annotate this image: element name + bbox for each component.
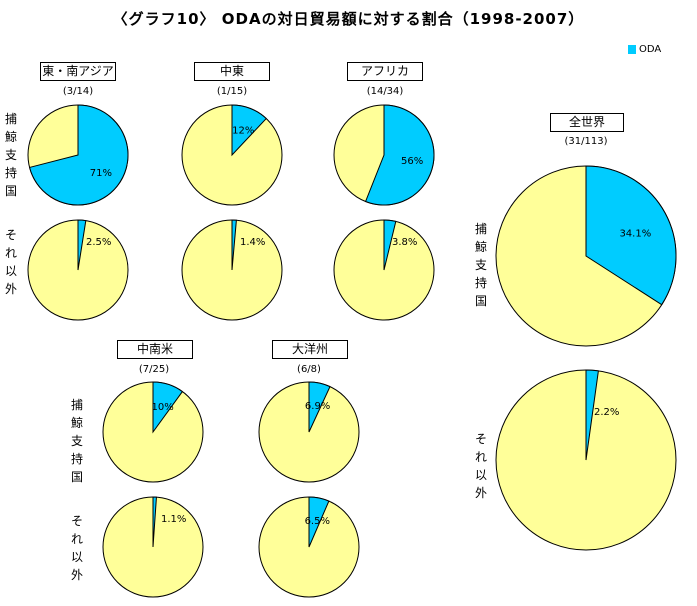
group-title-middle-east: 中東	[194, 62, 270, 81]
pie-whaling-oda-slice	[585, 165, 677, 306]
pie-whaling-data-label: 34.1%	[619, 228, 651, 239]
row-label-whaling: 捕鯨支持国	[474, 222, 487, 308]
pie-whaling-data-label: 12%	[232, 125, 254, 136]
pie-whaling-data-label: 56%	[401, 156, 423, 167]
pie-other-data-label: 2.5%	[86, 237, 111, 248]
pie-other-data-label: 6.5%	[305, 516, 330, 527]
row-label-other: それ以外	[474, 432, 487, 500]
row-label-other: それ以外	[4, 228, 17, 296]
group-title-oceania: 大洋州	[272, 340, 348, 359]
group-count: (3/14)	[62, 86, 94, 97]
group-title-east-south-asia: 東・南アジア	[40, 62, 116, 81]
pie-other-data-label: 1.4%	[240, 237, 265, 248]
pie-other-oda-slice	[383, 219, 397, 271]
pie-other-oda-slice	[308, 496, 330, 548]
pie-whaling-data-label: 6.9%	[305, 401, 330, 412]
legend-swatch-oda	[628, 45, 636, 54]
group-title-central-south-america: 中南米	[117, 340, 193, 359]
group-count: (7/25)	[138, 364, 170, 375]
pie-other-oda-slice	[585, 369, 599, 461]
pie-whaling-data-label: 71%	[90, 168, 112, 179]
legend-label: ODA	[639, 44, 662, 55]
chart-title: 〈グラフ10〉 ODAの対日貿易額に対する割合（1998-2007）	[112, 10, 585, 28]
row-label-other: それ以外	[70, 514, 83, 582]
pie-other-data-label: 2.2%	[594, 407, 619, 418]
pie-other-oda-slice	[77, 219, 87, 271]
pie-other-oda-slice	[152, 496, 157, 548]
row-label-whaling: 捕鯨支持国	[70, 398, 83, 484]
group-title-africa: アフリカ	[347, 62, 423, 81]
pie-whaling-oda-slice	[28, 104, 129, 206]
group-title-world: 全世界	[550, 113, 624, 132]
group-count: (1/15)	[216, 86, 248, 97]
pie-other-oda-slice	[231, 219, 237, 271]
pie-whaling-oda-slice	[231, 104, 267, 157]
pie-other-data-label: 1.1%	[161, 514, 186, 525]
pie-whaling-data-label: 10%	[151, 402, 173, 413]
pie-other-data-label: 3.8%	[392, 237, 417, 248]
legend: ODA	[628, 44, 661, 55]
group-count: (6/8)	[297, 364, 321, 375]
pie-whaling-oda-slice	[152, 381, 184, 434]
pie-whaling-oda-slice	[308, 381, 331, 433]
group-count: (31/113)	[564, 136, 608, 147]
row-label-whaling: 捕鯨支持国	[4, 112, 17, 198]
pie-whaling-oda-slice	[364, 104, 435, 206]
group-count: (14/34)	[366, 86, 404, 97]
